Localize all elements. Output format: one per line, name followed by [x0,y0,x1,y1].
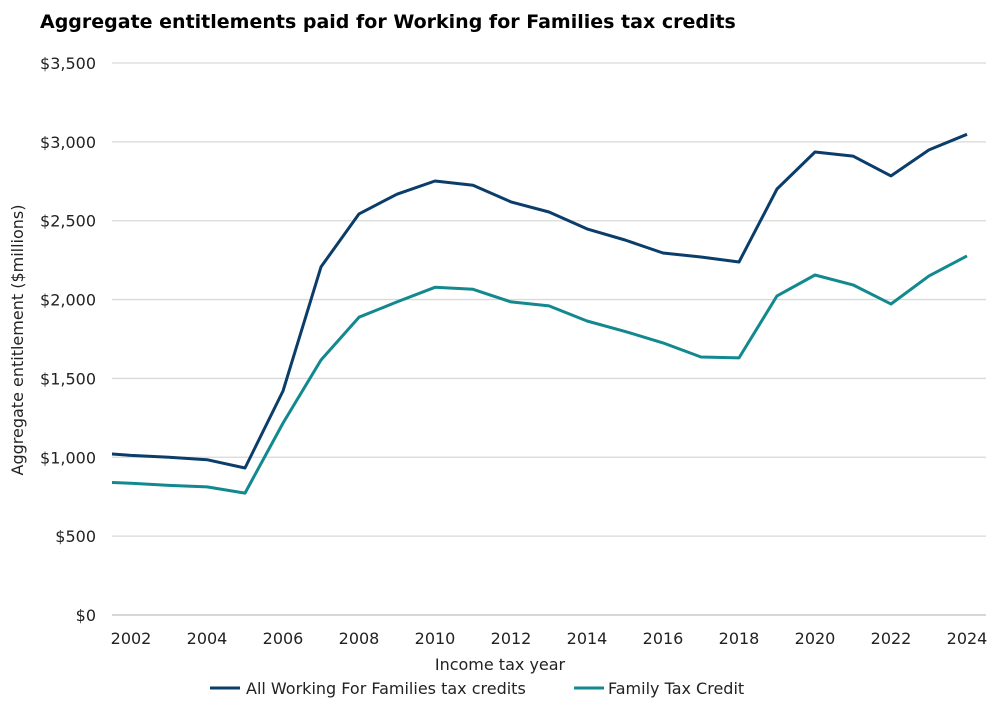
y-axis-label: Aggregate entitlement ($millions) [8,205,27,476]
x-tick-label: 2014 [567,629,608,648]
y-tick-label: $2,500 [40,212,96,231]
y-tick-label: $1,500 [40,369,96,388]
x-axis-label: Income tax year [435,655,566,674]
y-tick-label: $2,000 [40,291,96,310]
x-tick-label: 2022 [871,629,912,648]
x-tick-label: 2020 [795,629,836,648]
legend-label-ftc: Family Tax Credit [608,679,744,698]
series-line-1 [112,254,968,495]
x-tick-label: 2010 [415,629,456,648]
y-tick-label: $0 [76,606,96,625]
y-tick-label: $3,000 [40,133,96,152]
x-tick-label: 2018 [719,629,760,648]
legend: All Working For Families tax credits Fam… [210,679,744,698]
x-tick-label: 2024 [947,629,988,648]
x-tick-label: 2008 [339,629,380,648]
x-tick-label: 2016 [643,629,684,648]
x-tick-label: 2012 [491,629,532,648]
legend-label-all-wff: All Working For Families tax credits [246,679,526,698]
x-tick-label: 2002 [111,629,152,648]
x-tick-label: 2006 [263,629,304,648]
y-tick-label: $1,000 [40,448,96,467]
x-tick-label: 2004 [187,629,228,648]
y-tick-label: $500 [55,527,96,546]
y-tick-label: $3,500 [40,54,96,73]
chart-title: Aggregate entitlements paid for Working … [40,11,736,33]
series-line-0 [112,132,968,470]
